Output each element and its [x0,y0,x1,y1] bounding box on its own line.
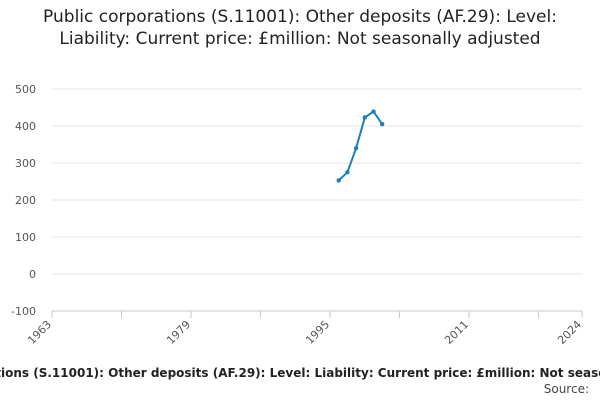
y-tick-label: 300 [15,157,36,170]
x-axis-label-text: Public corporations (S.11001): Other dep… [0,366,600,380]
data-point [336,178,341,183]
series-line [338,110,384,182]
data-point [371,109,376,114]
data-point [353,146,359,151]
x-tick-label: 1963 [25,318,54,347]
series-layer [336,109,385,183]
x-axis [51,310,583,318]
y-tick-label: 0 [29,268,36,281]
x-axis-label: Public corporations (S.11001): Other dep… [0,364,600,382]
y-tick-label: 500 [15,83,36,96]
data-point [379,121,385,127]
y-axis: 500 400 300 200 100 0 -100 [11,83,36,318]
data-point [362,115,367,120]
grid-lines [52,88,582,312]
x-tick-labels: 1963 1979 1995 2011 2024 [25,318,584,347]
source-label: Source: [543,382,589,396]
x-tick-label: 1979 [164,318,193,347]
y-tick-label: 400 [15,120,36,133]
y-tick-label: 100 [15,231,36,244]
data-point [345,170,350,175]
chart-title: Public corporations (S.11001): Other dep… [43,7,557,49]
y-tick-label: 200 [15,194,36,207]
x-tick-label: 2011 [442,318,471,347]
y-tick-label: -100 [11,305,36,318]
x-tick-label: 1995 [303,318,332,347]
x-tick-label: 2024 [555,318,584,347]
